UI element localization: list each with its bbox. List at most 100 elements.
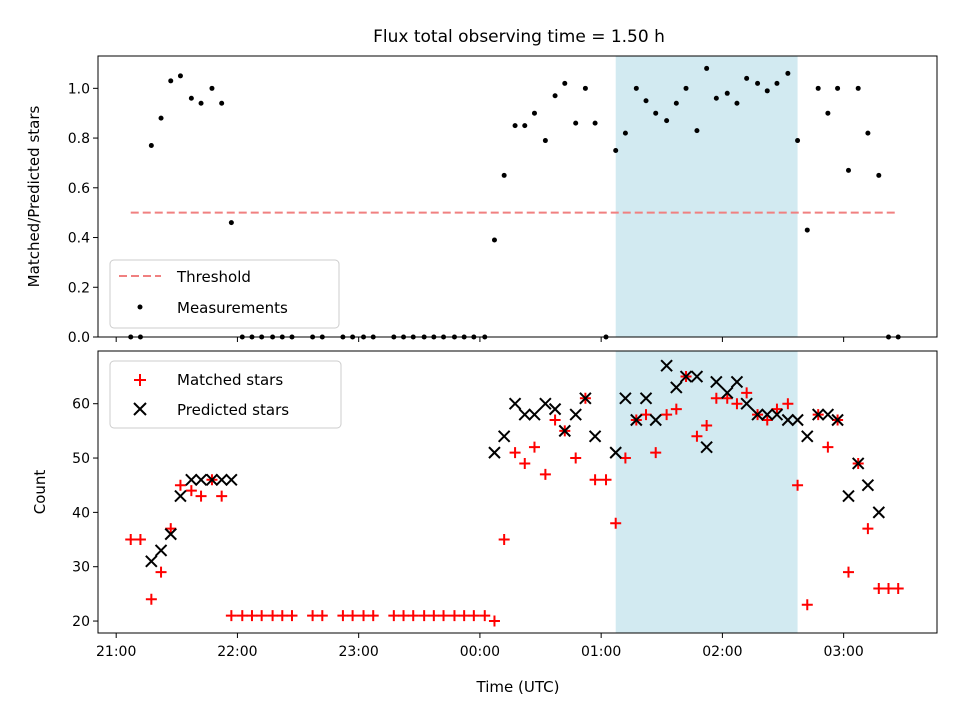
predicted-star-point (811, 408, 825, 421)
measurement-point (713, 95, 719, 101)
predicted-star-point (700, 440, 713, 454)
predicted-star-point (761, 408, 774, 421)
predicted-star-point (821, 408, 835, 421)
predicted-star-point (205, 473, 219, 486)
matched-star-point (479, 610, 491, 622)
matched-star-point (418, 610, 430, 622)
ratio-panel: 0.0 0.2 0.4 0.6 0.8 1.0 Matched/Predicted sta… (25, 55, 938, 346)
measurement-point (562, 80, 568, 86)
predicted-star-point (660, 359, 673, 372)
matched-star-point (134, 534, 146, 546)
matched-star-point (782, 398, 794, 410)
matched-star-point (721, 392, 733, 404)
predicted-star-point (569, 408, 582, 421)
predicted-star-point (488, 446, 501, 459)
matched-star-point (640, 409, 652, 421)
measurement-point (724, 90, 730, 96)
predicted-star-point (751, 408, 764, 421)
predicted-star-point (770, 408, 784, 421)
measurement-point (845, 167, 851, 173)
matched-star-point (650, 447, 662, 459)
x-tick-label: 21:00 (96, 644, 136, 660)
matched-star-point (236, 610, 248, 622)
matched-stars-series (125, 371, 904, 627)
legend-threshold-label: Threshold (176, 268, 251, 286)
y-tick-label: 30 (72, 560, 90, 576)
measurement-point (694, 128, 700, 134)
predicted-star-point (215, 473, 228, 486)
predicted-star-point (831, 413, 844, 427)
measurement-point (744, 75, 750, 81)
legend-measurements-swatch (137, 304, 143, 310)
x-tick-label: 00:00 (460, 644, 500, 660)
measurement-point (855, 85, 861, 91)
measurement-point (542, 138, 548, 144)
measurement-point (209, 85, 215, 91)
y-tick-label: 60 (72, 397, 90, 413)
matched-star-point (347, 610, 359, 622)
legend-matched-label: Matched stars (177, 371, 283, 389)
measurement-point (582, 85, 588, 91)
matched-star-point (316, 610, 328, 622)
matched-star-point (873, 582, 885, 594)
matched-star-point (185, 485, 197, 497)
matched-star-point (842, 566, 854, 578)
matched-star-point (276, 610, 288, 622)
matched-star-point (610, 517, 622, 529)
measurement-point (664, 118, 670, 124)
measurement-point (522, 123, 528, 129)
y-tick-label: 0.2 (68, 280, 90, 296)
ratio-axes-frame (97, 55, 938, 338)
matched-star-point (509, 447, 521, 459)
matched-star-point (570, 452, 582, 464)
predicted-star-point (194, 473, 208, 486)
matched-star-point (216, 490, 228, 502)
highlight-span (615, 56, 798, 337)
measurement-point (158, 115, 164, 121)
chart-title: Flux total observing time = 1.50 h (373, 27, 665, 47)
matched-star-point (539, 468, 551, 480)
x-tick-label: 23:00 (338, 644, 378, 660)
matched-star-point (286, 610, 298, 622)
ratio-legend: Threshold Measurements (109, 259, 340, 329)
measurement-point (501, 172, 507, 178)
x-axis-label: Time (UTC) (476, 678, 560, 696)
measurement-point (734, 100, 740, 106)
predicted-star-point (791, 413, 804, 427)
x-tick-label: 02:00 (702, 644, 742, 660)
predicted-star-point (730, 375, 744, 389)
measurement-point (673, 100, 679, 106)
matched-star-point (438, 610, 450, 622)
measurement-point (653, 110, 659, 116)
legend-predicted-label: Predicted stars (177, 401, 289, 419)
legend-measurements-label: Measurements (177, 299, 288, 317)
predicted-star-point (679, 370, 693, 383)
predicted-star-point (781, 413, 795, 427)
predicted-star-point (185, 473, 198, 486)
matched-star-point (307, 610, 319, 622)
x-tick-label: 22:00 (217, 644, 257, 660)
predicted-star-point (548, 402, 562, 416)
matched-star-point (710, 392, 722, 404)
predicted-star-point (619, 392, 632, 405)
matched-star-point (883, 582, 895, 594)
matched-star-point (428, 610, 440, 622)
matched-star-point (195, 490, 207, 502)
predicted-star-point (630, 413, 643, 427)
ratio-y-axis: 0.0 0.2 0.4 0.6 0.8 1.0 (68, 81, 98, 346)
y-tick-label: 0.0 (68, 330, 90, 346)
matched-star-point (771, 403, 783, 415)
predicted-star-point (225, 473, 238, 486)
matched-star-point (519, 457, 531, 469)
measurement-point (764, 88, 770, 94)
predicted-star-point (539, 397, 552, 410)
legend-predicted-swatch (133, 402, 147, 416)
predicted-star-point (851, 457, 865, 470)
matched-star-point (619, 452, 631, 464)
count-axes-frame (97, 350, 938, 634)
measurement-point (228, 220, 234, 226)
x-tick-label: 01:00 (581, 644, 621, 660)
matched-star-point (661, 409, 673, 421)
matched-star-point (862, 523, 874, 535)
predicted-star-point (145, 555, 158, 568)
